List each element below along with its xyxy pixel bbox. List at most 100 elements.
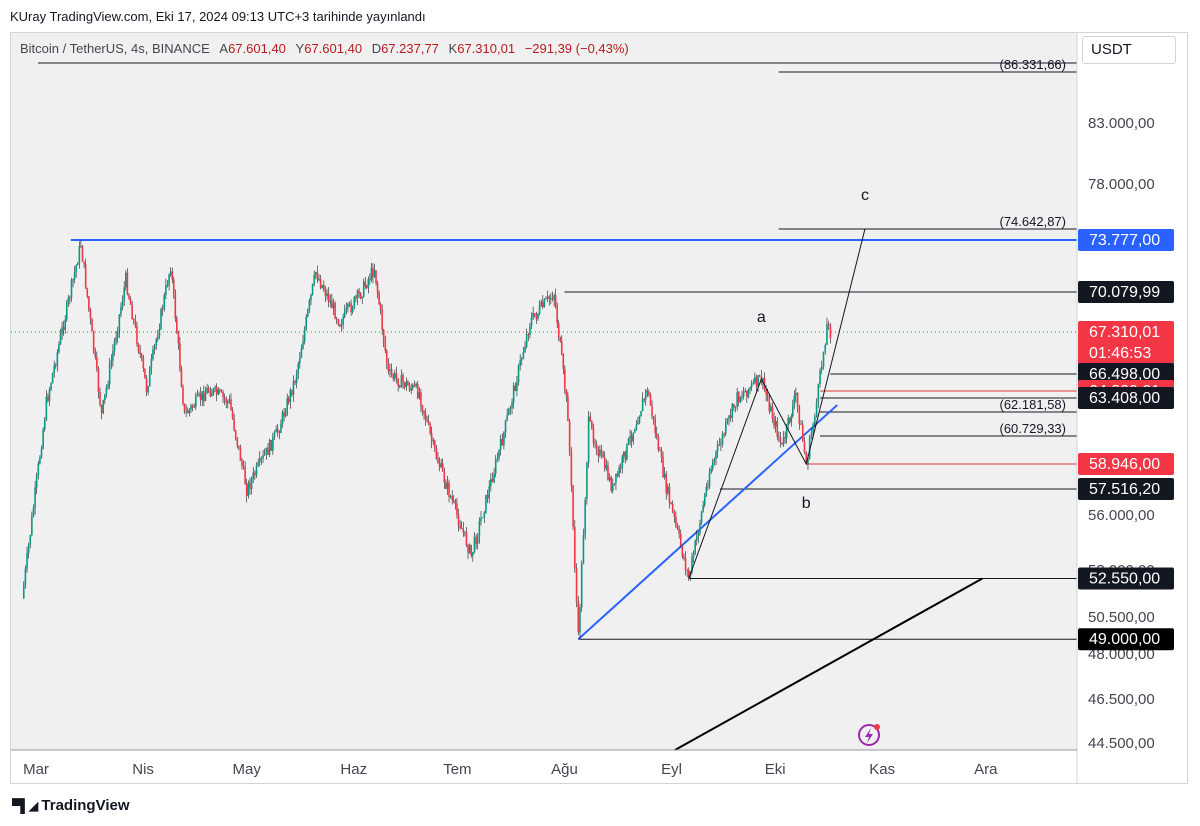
candle-body	[174, 293, 177, 319]
candle-body	[705, 486, 708, 495]
price-label-text: 63.408,00	[1089, 390, 1160, 407]
candle-body	[695, 536, 698, 541]
candle-body	[673, 511, 676, 517]
candle-body	[397, 378, 399, 386]
candle-body	[770, 406, 772, 412]
candle-body	[284, 414, 287, 417]
price-axis: 83.000,0078.000,0056.000,0053.000,0050.5…	[1088, 115, 1155, 752]
candle-body	[603, 457, 606, 469]
candle-body	[618, 467, 620, 476]
candle-body	[295, 373, 298, 383]
candle-body	[75, 265, 77, 273]
candle-body	[496, 458, 499, 460]
price-label-text: 70.079,99	[1089, 284, 1160, 301]
candle-body	[27, 544, 30, 554]
candle-body	[564, 368, 566, 391]
candle-body	[73, 272, 76, 280]
price-label-text: 73.777,00	[1089, 232, 1160, 249]
candle-body	[313, 274, 315, 284]
candle-body	[788, 417, 791, 423]
candle-body	[410, 388, 413, 391]
candle-body	[168, 274, 170, 286]
candle-body	[462, 528, 465, 533]
candle-body	[524, 346, 526, 352]
candle-body	[663, 473, 666, 478]
candle-body	[655, 433, 658, 437]
candle-body	[355, 296, 357, 299]
candle-body	[595, 444, 598, 452]
lightning-icon[interactable]	[858, 724, 880, 746]
candle-body	[516, 382, 518, 392]
candle-body	[209, 390, 212, 397]
candle-body	[744, 390, 747, 393]
candle-body	[729, 415, 732, 418]
candle-body	[559, 337, 562, 342]
candle-body	[660, 450, 663, 458]
candle-body	[679, 533, 682, 546]
candle-body	[376, 283, 379, 293]
candle-body	[142, 357, 145, 369]
candle-body	[649, 394, 652, 406]
candle-body	[80, 246, 82, 247]
candle-body	[643, 398, 646, 400]
trendlines	[70, 239, 1077, 751]
currency-selector[interactable]: USDT	[1082, 36, 1176, 64]
time-tick-label: Nis	[132, 761, 154, 778]
candle-body	[91, 319, 93, 331]
time-tick-label: Ara	[974, 761, 998, 778]
candle-body	[198, 393, 200, 395]
price-tick-label: 56.000,00	[1088, 507, 1155, 524]
candle-body	[456, 503, 458, 515]
candle-body	[107, 384, 109, 387]
candle-body	[754, 377, 756, 383]
candle-body	[597, 451, 600, 456]
candle-body	[239, 446, 242, 461]
candle-body	[54, 365, 57, 367]
candle-body	[190, 405, 192, 410]
candle-body	[275, 428, 277, 433]
candle-body	[699, 523, 701, 534]
wave-label: c	[861, 187, 869, 204]
candle-body	[186, 411, 189, 414]
candle-body	[615, 473, 617, 484]
candle-body	[308, 300, 311, 310]
abc-wave-path	[688, 228, 866, 579]
candle-body	[511, 402, 513, 408]
time-tick-label: Haz	[340, 761, 367, 778]
candle-body	[423, 410, 425, 414]
candle-body	[464, 531, 466, 533]
candle-body	[626, 443, 628, 460]
candle-body	[817, 383, 820, 403]
candle-body	[512, 385, 515, 403]
price-label-box	[1078, 321, 1174, 365]
time-tick-label: Kas	[869, 761, 895, 778]
candle-body	[582, 535, 585, 564]
candle-body	[529, 325, 531, 335]
candle-body	[498, 449, 500, 459]
time-tick-label: Tem	[443, 761, 471, 778]
candle-body	[242, 465, 245, 467]
candle-body	[22, 585, 25, 599]
tradingview-brand[interactable]: ▀▌◢ TradingView	[12, 797, 130, 814]
candle-body	[331, 300, 333, 309]
candle-body	[255, 465, 258, 476]
candle-body	[126, 272, 129, 295]
candle-body	[790, 416, 793, 423]
candle-body	[580, 563, 583, 608]
candle-body	[394, 373, 396, 379]
candle-body	[326, 293, 328, 297]
candle-body	[340, 324, 343, 327]
candle-body	[694, 540, 696, 555]
chart-frame	[10, 32, 1188, 784]
candle-body	[678, 528, 680, 534]
candle-body	[211, 393, 213, 397]
symbol-name[interactable]: Bitcoin / TetherUS, 4s, BINANCE	[20, 41, 210, 56]
candle-body	[440, 463, 442, 468]
candle-body	[392, 374, 395, 379]
candle-body	[703, 494, 706, 505]
open-value: 67.601,40	[228, 41, 286, 56]
candle-body	[638, 416, 641, 423]
candle-body	[708, 473, 711, 487]
candle-body	[247, 482, 250, 496]
